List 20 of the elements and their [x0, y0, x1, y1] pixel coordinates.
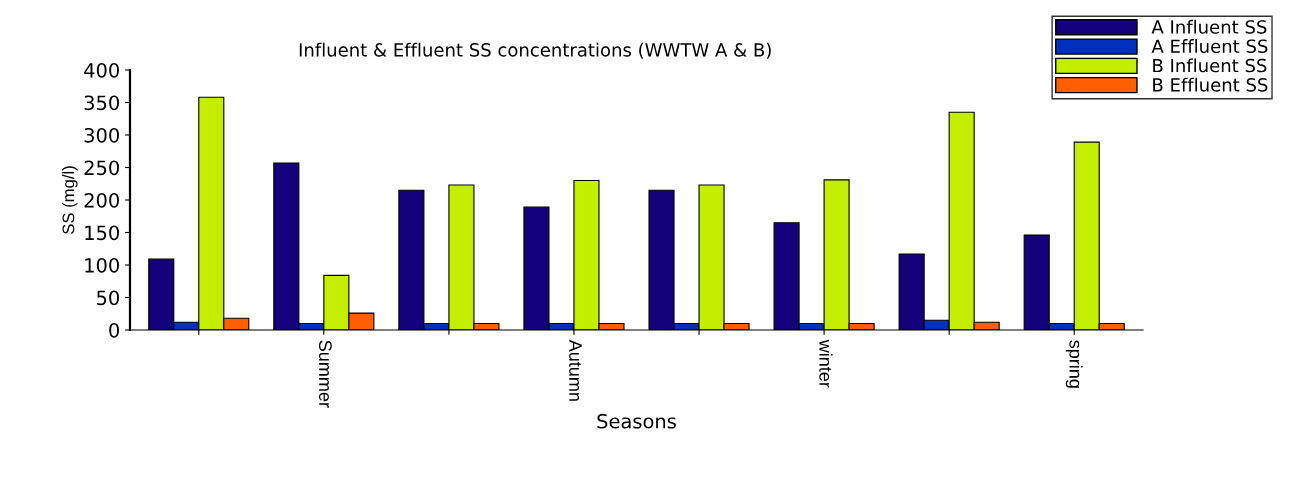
y-tick-label: 50: [97, 290, 119, 306]
legend-label: A Effluent SS: [1151, 39, 1268, 54]
y-tick-label: 200: [84, 192, 119, 208]
y-tick-label: 400: [84, 62, 119, 78]
chart-title: Influent & Effluent SS concentrations (WWTW A & B): [299, 42, 771, 59]
y-tick-label: 350: [84, 95, 119, 111]
y-tick-label: 150: [85, 225, 119, 241]
x-tick-label: spring: [1065, 340, 1083, 388]
y-axis-title: SS (mg/l): [62, 166, 78, 234]
y-tick-label: 300: [84, 127, 119, 143]
legend-label: A Influent SS: [1151, 19, 1267, 34]
y-tick-label: 250: [84, 160, 119, 176]
x-tick-label: Autumn: [569, 339, 582, 401]
x-tick-label: Summer: [319, 340, 332, 408]
legend-label: B Effluent SS: [1153, 77, 1268, 92]
y-tick-label: 100: [85, 257, 119, 273]
x-axis-title: Seasons: [597, 413, 676, 429]
x-tick-label: winter: [819, 339, 833, 388]
legend-label: B Influent SS: [1153, 58, 1267, 73]
y-tick-label: 0: [109, 322, 119, 338]
